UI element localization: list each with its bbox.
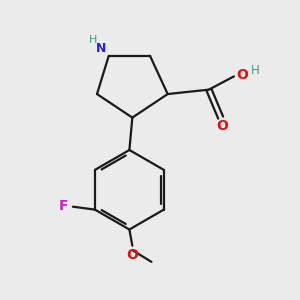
Text: H: H: [251, 64, 260, 77]
Text: F: F: [59, 199, 68, 213]
Text: H: H: [88, 35, 97, 46]
Text: O: O: [216, 119, 228, 133]
Text: N: N: [96, 42, 106, 55]
Text: O: O: [236, 68, 248, 82]
Text: O: O: [126, 248, 138, 262]
